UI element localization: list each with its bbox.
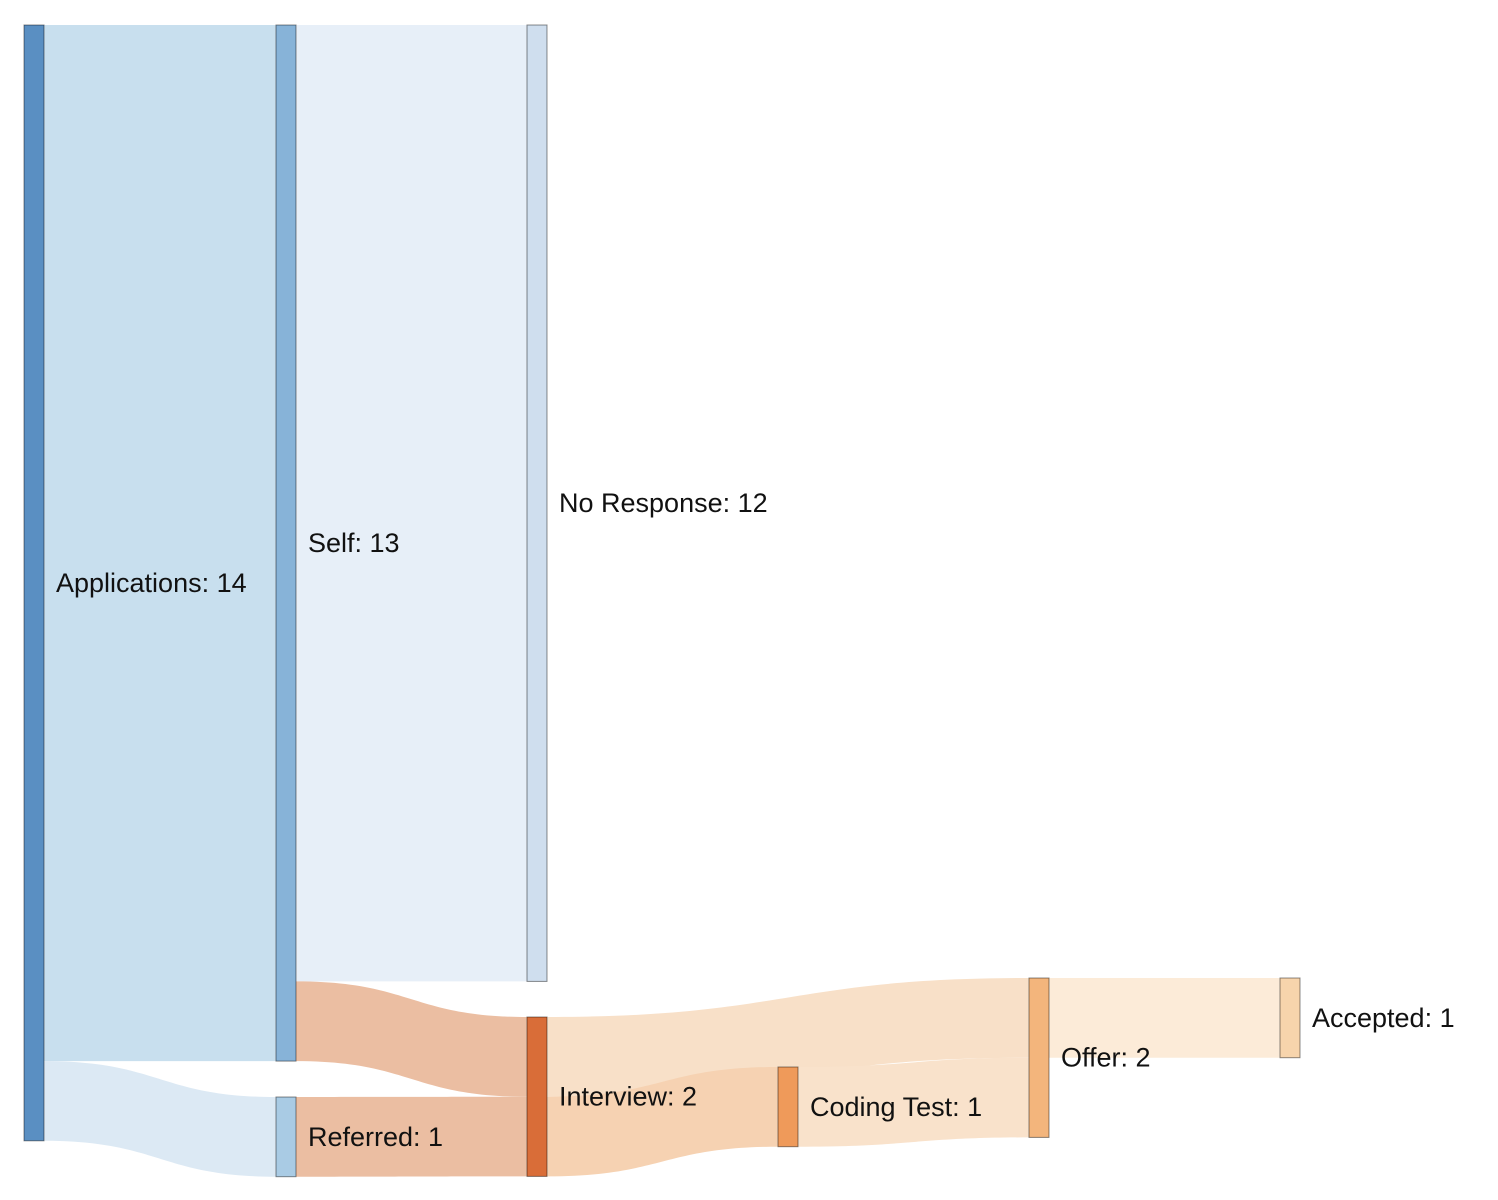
label-self: Self: 13 — [308, 528, 400, 558]
label-no_response: No Response: 12 — [559, 488, 768, 518]
sankey-labels: Applications: 14 Self: 13 Referred: 1 No Re… — [56, 488, 1455, 1152]
link-referred-to-interview — [296, 1096, 527, 1177]
link-coding_test-to-offer — [798, 1057, 1029, 1147]
label-referred: Referred: 1 — [308, 1122, 443, 1152]
label-accepted: Accepted: 1 — [1312, 1003, 1455, 1033]
link-applications-to-self — [44, 25, 276, 1062]
label-applications: Applications: 14 — [56, 568, 247, 598]
sankey-links — [44, 25, 1280, 1177]
link-self-to-interview — [296, 981, 527, 1097]
node-coding_test — [777, 1066, 799, 1148]
label-interview: Interview: 2 — [559, 1082, 697, 1112]
node-self — [275, 24, 297, 1062]
sankey-nodes — [23, 24, 1301, 1178]
label-offer: Offer: 2 — [1061, 1043, 1151, 1073]
node-accepted — [1279, 977, 1301, 1059]
link-interview-to-offer — [547, 978, 1029, 1097]
node-interview — [526, 1016, 548, 1177]
node-offer — [1028, 977, 1050, 1138]
link-offer-to-accepted — [1049, 978, 1280, 1058]
node-applications — [23, 24, 45, 1142]
link-applications-to-referred — [44, 1061, 276, 1177]
node-referred — [275, 1096, 297, 1178]
label-coding_test: Coding Test: 1 — [810, 1092, 982, 1122]
link-interview-to-coding_test — [547, 1067, 778, 1177]
node-no_response — [526, 24, 548, 982]
link-self-to-no_response — [296, 25, 527, 982]
